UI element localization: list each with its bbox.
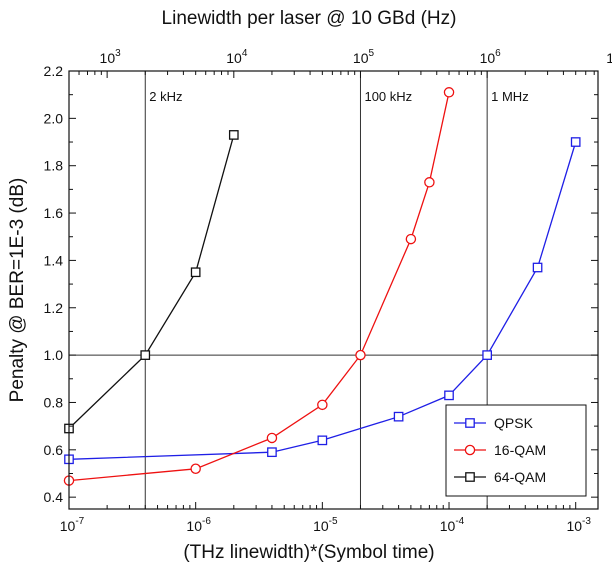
x-tick-label: 10-6 xyxy=(186,516,211,534)
y-tick-label: 0.8 xyxy=(44,394,64,410)
legend-marker xyxy=(465,472,475,482)
legend-item: 16-QAM xyxy=(454,442,546,458)
series-16-qam xyxy=(63,87,455,486)
data-point xyxy=(190,267,201,278)
x2-axis-title: Linewidth per laser @ 10 GBd (Hz) xyxy=(162,8,457,29)
x-tick-label: 10-7 xyxy=(60,516,85,534)
x2-tick-label: 103 xyxy=(100,48,122,66)
x2-tick-label: 104 xyxy=(226,48,248,66)
legend-marker xyxy=(464,444,476,456)
data-point xyxy=(405,233,417,245)
legend: QPSK 16-QAM 64-QAM xyxy=(445,404,587,497)
legend-marker xyxy=(465,418,475,428)
data-point xyxy=(532,262,543,273)
axis-ticks: 10-7 10-6 10-5 10-4 10-3 103 104 105 106 107 0.4 0.… xyxy=(44,48,612,534)
x-tick-label: 10-4 xyxy=(440,516,465,534)
data-point xyxy=(267,447,277,458)
legend-label: 64-QAM xyxy=(494,469,546,485)
reference-line-label: 2 kHz xyxy=(149,89,182,104)
data-point xyxy=(266,432,278,444)
y-axis-title: Penalty @ BER=1E-3 (dB) xyxy=(7,178,28,403)
legend-label: QPSK xyxy=(494,415,534,431)
x-tick-label: 10-3 xyxy=(566,516,591,534)
data-point xyxy=(140,350,151,360)
x-axis-title: (THz linewidth)*(Symbol time) xyxy=(183,542,434,563)
legend-label: 16-QAM xyxy=(494,442,546,458)
y-tick-label: 2.0 xyxy=(44,110,64,126)
series-line xyxy=(68,92,450,482)
y-tick-label: 1.2 xyxy=(44,300,64,316)
data-point xyxy=(228,130,239,140)
series-layer xyxy=(63,87,581,486)
x2-tick-label: 106 xyxy=(480,48,502,66)
data-point xyxy=(444,390,454,401)
y-tick-label: 1.0 xyxy=(44,347,64,363)
plot-frame xyxy=(68,70,599,510)
series-line xyxy=(68,141,577,460)
data-point xyxy=(355,349,366,361)
plot-border xyxy=(68,70,599,510)
x2-tick-label: 107 xyxy=(606,48,612,66)
data-point xyxy=(570,137,581,147)
x-tick-label: 10-5 xyxy=(313,516,338,534)
data-point xyxy=(443,87,455,98)
data-point xyxy=(424,177,435,188)
legend-item: 64-QAM xyxy=(454,469,546,485)
y-tick-label: 2.2 xyxy=(44,63,64,79)
reference-line-label: 1 MHz xyxy=(491,89,529,104)
data-point xyxy=(393,411,404,422)
y-tick-label: 0.6 xyxy=(44,442,64,458)
y-tick-label: 1.4 xyxy=(44,252,64,268)
data-point xyxy=(482,350,493,360)
x2-tick-label: 105 xyxy=(353,48,375,66)
data-point xyxy=(190,463,201,475)
data-point xyxy=(317,399,328,411)
series-qpsk xyxy=(64,137,581,465)
y-tick-label: 0.4 xyxy=(44,489,64,505)
data-point xyxy=(317,435,328,446)
y-tick-label: 1.8 xyxy=(44,158,64,174)
legend-item: QPSK xyxy=(454,415,534,431)
y-tick-label: 1.6 xyxy=(44,205,64,221)
series-line xyxy=(68,134,235,429)
reference-line-label: 100 kHz xyxy=(364,89,412,104)
